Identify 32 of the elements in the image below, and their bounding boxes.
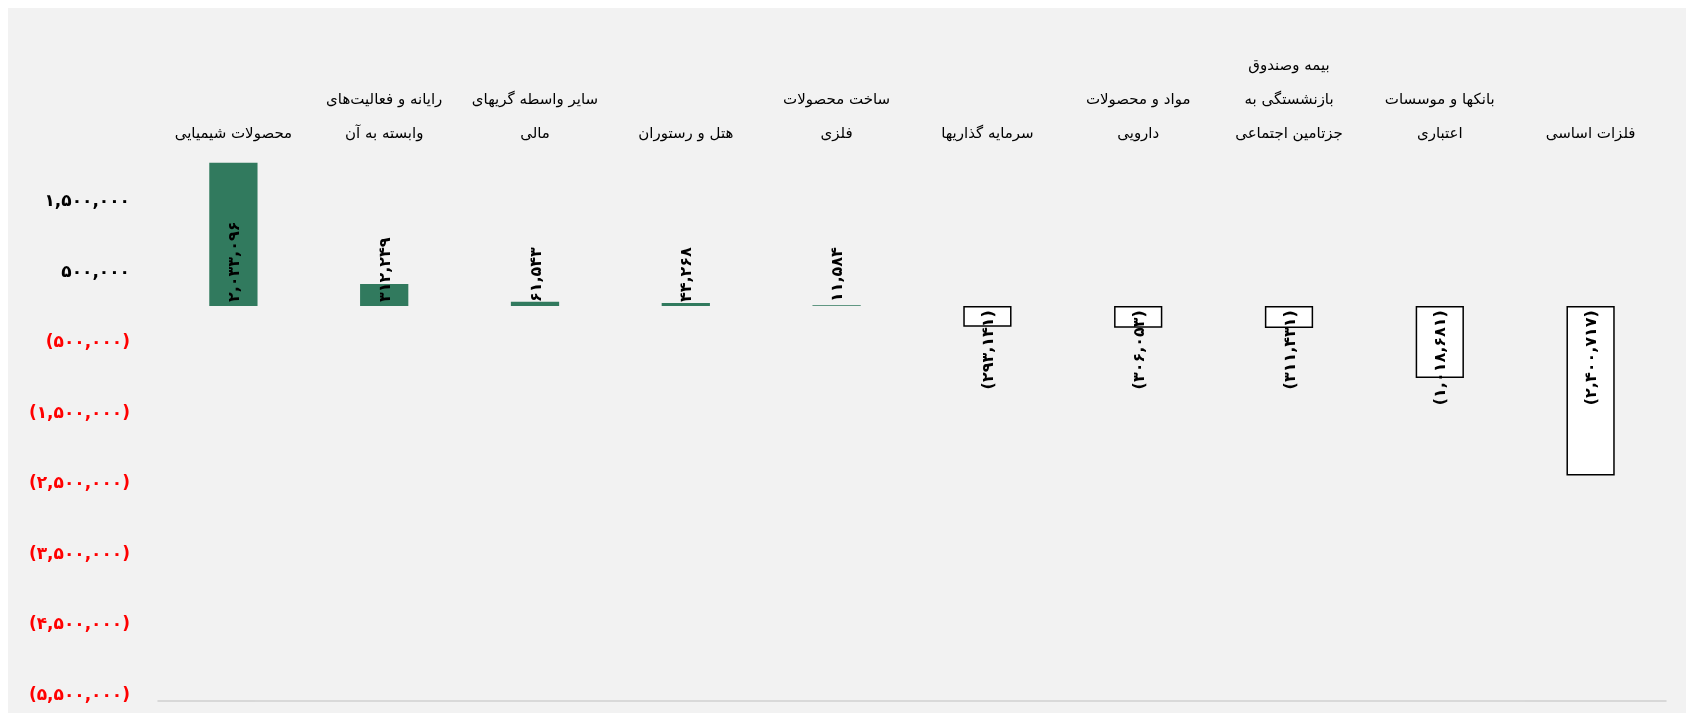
y-tick-label: ۱,۵۰۰,۰۰۰ [44, 190, 130, 211]
x-tick-label: محصولات شیمیایی [174, 124, 293, 142]
x-tick-label: ساخت محصولات فلزی [783, 90, 891, 142]
bar [1566, 306, 1615, 476]
data-label: ۳۱۲,۲۴۹ [374, 237, 394, 303]
x-tick-label: رایانه و فعالیت‌های وابسته به آن [326, 90, 443, 142]
x-tick-label: بیمه وصندوق بازنشستگی به جزتامین اجتماعی [1235, 56, 1343, 142]
y-tick-label: (۵,۵۰۰,۰۰۰) [28, 683, 130, 704]
x-tick-label: فلزات اساسی [1545, 124, 1636, 142]
y-tick-label: (۴,۵۰۰,۰۰۰) [28, 613, 130, 634]
x-tick-label: سایر واسطه گریهای مالی [471, 90, 599, 142]
bar [510, 301, 560, 307]
y-tick-label: (۵۰۰,۰۰۰) [45, 331, 130, 352]
data-label: (۱,۰۱۸,۶۸۱) [1430, 310, 1450, 406]
data-label: ۴۴,۲۶۸ [676, 246, 696, 303]
data-label: ۶۱,۵۴۳ [525, 246, 545, 303]
x-tick-label: بانکها و موسسات اعتباری [1384, 90, 1495, 142]
data-label: ۲,۰۳۳,۰۹۶ [223, 221, 243, 303]
y-tick-label: (۳,۵۰۰,۰۰۰) [28, 542, 130, 563]
x-tick-label: هتل و رستوران [638, 124, 734, 142]
bar [209, 162, 258, 307]
data-label: (۳۰۶,۰۵۳) [1128, 310, 1148, 390]
bar [661, 302, 710, 307]
x-tick-label: سرمایه گذاریها [941, 124, 1034, 142]
data-label: (۲,۴۰۰,۷۱۷) [1581, 310, 1601, 406]
y-tick-label: ۵۰۰,۰۰۰ [61, 260, 130, 281]
data-label: (۳۱۱,۴۳۱) [1279, 310, 1299, 390]
y-tick-label: (۲,۵۰۰,۰۰۰) [28, 472, 130, 493]
x-tick-label: مواد و محصولات دارویی [1085, 90, 1191, 142]
y-tick-label: (۱,۵۰۰,۰۰۰) [28, 401, 130, 422]
data-label: ۱۱,۵۸۴ [827, 246, 847, 303]
data-label: (۲۹۳,۱۴۱) [977, 310, 997, 390]
